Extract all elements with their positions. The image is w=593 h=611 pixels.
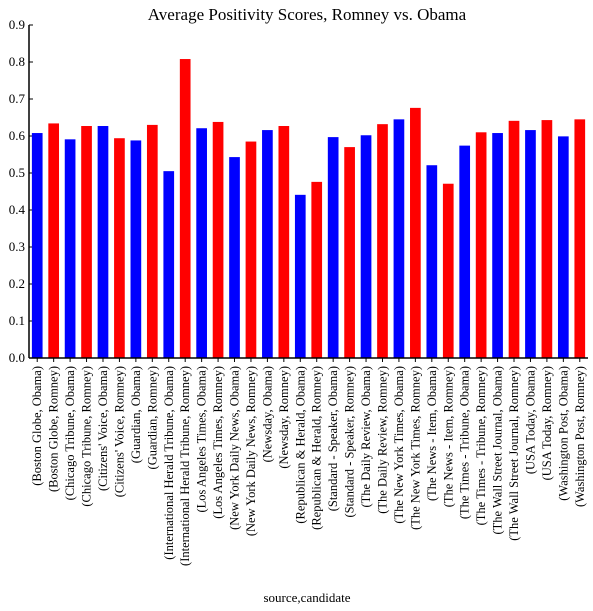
- x-tick-label: (Guardian, Romney): [145, 366, 159, 469]
- y-tick-label: 0.3: [9, 239, 25, 254]
- bars-group: [31, 59, 586, 359]
- y-tick-label: 0.2: [9, 276, 25, 291]
- x-tick-label: (New York Daily News, Romney): [244, 366, 258, 536]
- bar: [344, 147, 355, 358]
- bar: [262, 130, 273, 358]
- bar: [278, 126, 290, 358]
- bar: [196, 128, 207, 358]
- y-tick-label: 0.6: [9, 128, 26, 143]
- bar: [541, 120, 553, 358]
- x-tick-label: (Standard - Speaker, Romney): [343, 366, 357, 518]
- bar: [410, 107, 421, 358]
- x-tick-label: (Republican & Herald, Romney): [310, 366, 324, 530]
- bar: [97, 126, 109, 358]
- x-tick-label: (Newsday, Romney): [277, 366, 291, 469]
- bar: [442, 183, 454, 358]
- x-tick-label: (Boston Globe, Romney): [47, 366, 61, 492]
- x-tick-label: (Boston Globe, Obama): [30, 366, 44, 486]
- bar: [212, 121, 224, 358]
- x-tick-label: (The Wall Street Journal, Romney): [507, 366, 521, 541]
- x-tick-label: (USA Today, Obama): [523, 366, 537, 474]
- x-tick-label: (Washington Post, Obama): [556, 366, 570, 501]
- bar: [294, 194, 306, 358]
- x-tick-label: (Standard - Speaker, Obama): [326, 366, 340, 511]
- x-axis: (Boston Globe, Obama) (Boston Globe, Romn…: [29, 357, 588, 566]
- bar: [64, 139, 76, 358]
- x-tick-label: (Chicago Tribune, Obama): [63, 366, 77, 500]
- bar: [163, 171, 175, 358]
- bar: [393, 119, 405, 358]
- x-tick-label: (The News - Item, Romney): [441, 366, 455, 507]
- x-tick-label: (International Herald Tribune, Romney): [178, 366, 192, 566]
- bar: [475, 132, 487, 358]
- x-tick-label: (Citizens' Voice, Obama): [96, 366, 110, 491]
- x-tick-label: (Citizens' Voice, Romney): [112, 366, 126, 497]
- bar: [31, 133, 43, 358]
- y-tick-label: 0.8: [9, 54, 25, 69]
- bar: [459, 145, 471, 358]
- y-tick-label: 0.5: [9, 165, 25, 180]
- y-tick-label: 0.7: [9, 91, 26, 106]
- bar: [130, 140, 142, 358]
- bar: [146, 124, 158, 359]
- bar: [360, 135, 372, 358]
- x-tick-label: (The New York Times, Obama): [392, 366, 406, 524]
- x-tick-label: (The Daily Review, Romney): [375, 366, 389, 514]
- bar: [426, 165, 438, 358]
- x-tick-label: (Los Angeles Times, Obama): [195, 366, 209, 513]
- x-tick-label: (The New York Times, Romney): [408, 366, 422, 530]
- chart-title: Average Positivity Scores, Romney vs. Ob…: [148, 5, 467, 24]
- x-tick-label: (Los Angeles Times, Romney): [211, 366, 225, 519]
- x-tick-label: (The Wall Street Journal, Obama): [491, 366, 505, 535]
- y-axis: 0.0 0.1 0.2 0.3 0.4 0.5 0.6 0.7 0.8 0.9: [9, 17, 33, 365]
- x-tick-label: (Washington Post, Romney): [573, 366, 587, 507]
- x-tick-label: (The Times - Tribune, Obama): [458, 366, 472, 519]
- bar: [574, 119, 586, 358]
- x-tick-label: (Guardian, Obama): [129, 366, 143, 463]
- x-tick-label: (Newsday, Obama): [260, 366, 274, 462]
- x-tick-label: (Chicago Tribune, Romney): [80, 366, 94, 507]
- x-tick-label: (The Daily Review, Obama): [359, 366, 373, 508]
- bar: [114, 138, 125, 358]
- y-tick-label: 0.9: [9, 17, 25, 32]
- bar: [179, 59, 191, 358]
- x-axis-title: source,candidate: [264, 590, 351, 605]
- y-tick-label: 0.0: [9, 350, 25, 365]
- bar: [48, 123, 60, 358]
- bar: [508, 120, 520, 358]
- bar: [525, 130, 536, 358]
- bar: [311, 181, 323, 358]
- x-tick-label: (The News - Item, Obama): [425, 366, 439, 501]
- bar: [245, 141, 257, 358]
- bar: [327, 137, 339, 358]
- bar: [377, 124, 388, 358]
- bar: [229, 157, 240, 358]
- x-tick-label: (The Times - Tribune, Romney): [474, 366, 488, 525]
- y-tick-label: 0.4: [9, 202, 26, 217]
- bar: [81, 126, 92, 358]
- bar: [492, 133, 503, 358]
- x-tick-label: (Republican & Herald, Obama): [293, 366, 307, 524]
- bar: [557, 136, 569, 358]
- x-tick-label: (USA Today, Romney): [540, 366, 554, 480]
- x-tick-label: (International Herald Tribune, Obama): [162, 366, 176, 560]
- y-tick-label: 0.1: [9, 313, 25, 328]
- x-tick-label: (New York Daily News, Obama): [228, 366, 242, 530]
